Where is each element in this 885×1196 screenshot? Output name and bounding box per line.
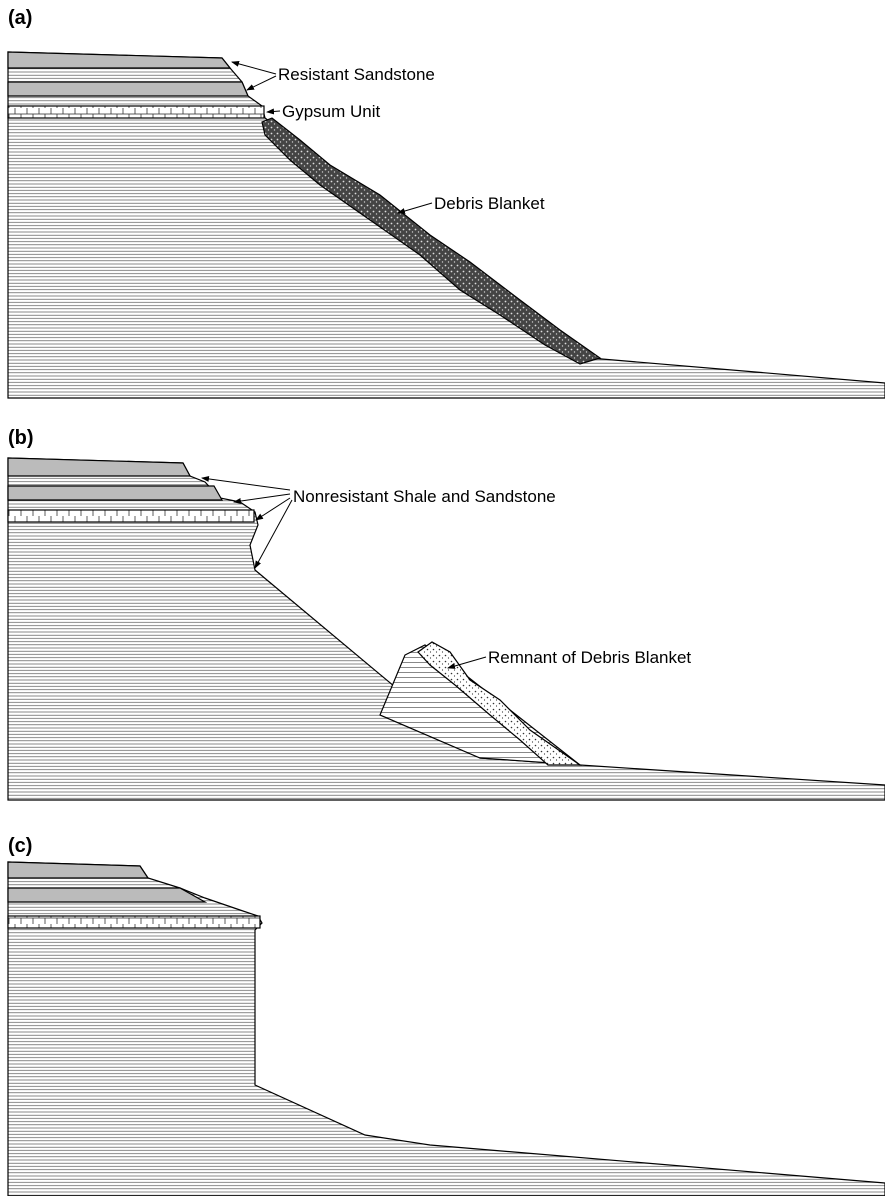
diagram: (a) Resistant Sandstone Gypsum Unit Debr… bbox=[0, 0, 885, 1196]
panel-label: (c) bbox=[8, 835, 32, 857]
sandstone-layer bbox=[8, 458, 190, 476]
gypsum-layer bbox=[8, 106, 264, 118]
gypsum-layer bbox=[8, 510, 254, 522]
panel-label: (b) bbox=[8, 427, 34, 449]
arrow bbox=[234, 494, 290, 502]
cliff-profile bbox=[8, 458, 885, 800]
panel-b: (b) Nonresistant Shale and Sandstone Rem… bbox=[8, 427, 885, 800]
annotation: Remnant of Debris Blanket bbox=[488, 648, 691, 667]
arrow bbox=[255, 500, 292, 568]
gypsum-layer bbox=[8, 916, 260, 928]
arrow bbox=[256, 498, 290, 520]
panel-a: (a) Resistant Sandstone Gypsum Unit Debr… bbox=[8, 7, 885, 398]
cliff-profile bbox=[8, 862, 885, 1196]
sandstone-layer bbox=[8, 888, 205, 902]
sandstone-layer bbox=[8, 862, 148, 878]
arrow bbox=[232, 62, 276, 74]
arrow bbox=[398, 203, 432, 213]
annotation: Debris Blanket bbox=[434, 194, 545, 213]
sandstone-layer bbox=[8, 82, 248, 96]
arrow bbox=[247, 76, 276, 90]
panel-c: (c) bbox=[8, 835, 885, 1196]
annotation: Resistant Sandstone bbox=[278, 65, 435, 84]
panel-label: (a) bbox=[8, 7, 32, 29]
cliff-profile bbox=[8, 52, 885, 398]
sandstone-layer bbox=[8, 52, 230, 68]
annotation: Gypsum Unit bbox=[282, 102, 381, 121]
sandstone-layer bbox=[8, 486, 222, 500]
annotation: Nonresistant Shale and Sandstone bbox=[293, 487, 556, 506]
arrow bbox=[267, 111, 280, 112]
